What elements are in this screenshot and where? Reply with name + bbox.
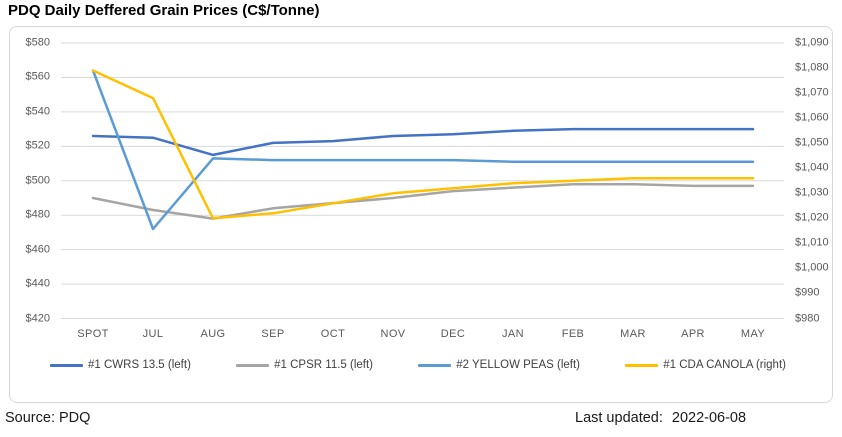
left-axis-tick-label: $440 [25, 277, 50, 290]
legend-line-swatch [418, 363, 452, 367]
legend-line-swatch [50, 363, 83, 367]
x-axis-category-label: JUL [142, 328, 164, 340]
series-line [91, 69, 755, 231]
right-axis-tick-label: $1,010 [795, 236, 829, 249]
right-axis-tick-label: $1,040 [795, 161, 829, 174]
legend-item: #1 CDA CANOLA (right) [625, 359, 786, 371]
x-axis-category-label: OCT [320, 328, 346, 340]
series-line [91, 69, 755, 220]
last-updated-value: 2022-06-08 [671, 410, 747, 426]
right-axis-tick-label: $1,070 [795, 86, 829, 99]
chart-legend: #1 CWRS 13.5 (left) #1 CPSR 11.5 (left) #2… [50, 359, 786, 371]
right-axis-tick-label: $980 [795, 312, 820, 324]
x-axis-category-label: JAN [502, 328, 524, 340]
legend-label: #2 YELLOW PEAS (left) [456, 359, 581, 371]
chart-title: PDQ Daily Deffered Grain Prices (C$/Tonn… [8, 2, 320, 19]
x-axis-category-label: MAY [740, 328, 766, 340]
legend-item: #2 YELLOW PEAS (left) [418, 359, 580, 371]
left-axis-tick-label: $540 [25, 105, 50, 118]
right-axis-tick-label: $1,050 [795, 136, 829, 149]
x-axis-category-label: SPOT [77, 328, 109, 340]
legend-item: #1 CWRS 13.5 (left) [50, 359, 191, 371]
x-axis-category-label: MAR [620, 328, 646, 340]
legend-line-swatch [236, 363, 270, 367]
legend-label: #1 CWRS 13.5 (left) [88, 359, 191, 371]
right-axis-tick-label: $1,020 [795, 211, 829, 224]
left-axis-tick-label: $520 [25, 139, 50, 152]
legend-label: #1 CDA CANOLA (right) [663, 359, 786, 371]
legend-item: #1 CPSR 11.5 (left) [236, 359, 373, 371]
chart-container: $580 $560 $540 $520 $500 $480 $460 $440 $420 $1,… [9, 26, 833, 403]
legend-label: #1 CPSR 11.5 (left) [274, 359, 373, 371]
right-axis-tick-label: $990 [795, 286, 820, 299]
source-note: Source: PDQ [5, 410, 91, 426]
x-axis-category-label: DEC [440, 328, 466, 340]
series-line [91, 127, 755, 157]
last-updated: Last updated: 2022-06-08 [575, 410, 746, 426]
series-line [91, 182, 755, 220]
left-axis-tick-label: $560 [25, 70, 50, 83]
right-axis-tick-label: $1,080 [795, 61, 829, 74]
left-axis-tick-label: $580 [25, 36, 50, 49]
right-axis-tick-label: $1,090 [795, 36, 829, 49]
x-axis-category-label: NOV [380, 328, 406, 340]
left-axis-tick-label: $480 [25, 208, 50, 221]
right-axis-tick-label: $1,000 [795, 261, 829, 274]
x-axis-category-label: AUG [200, 328, 226, 340]
left-axis-tick-label: $420 [25, 312, 50, 324]
right-axis-tick-label: $1,030 [795, 186, 829, 199]
left-axis-tick-label: $500 [25, 174, 50, 187]
legend-line-swatch [625, 363, 659, 367]
plot-area [61, 42, 784, 319]
x-axis-category-label: FEB [561, 328, 585, 340]
x-axis-category-label: SEP [261, 328, 285, 340]
last-updated-label: Last updated: [575, 410, 663, 426]
right-axis-tick-label: $1,060 [795, 111, 829, 124]
x-axis-category-label: APR [681, 328, 705, 340]
left-axis-tick-label: $460 [25, 243, 50, 256]
